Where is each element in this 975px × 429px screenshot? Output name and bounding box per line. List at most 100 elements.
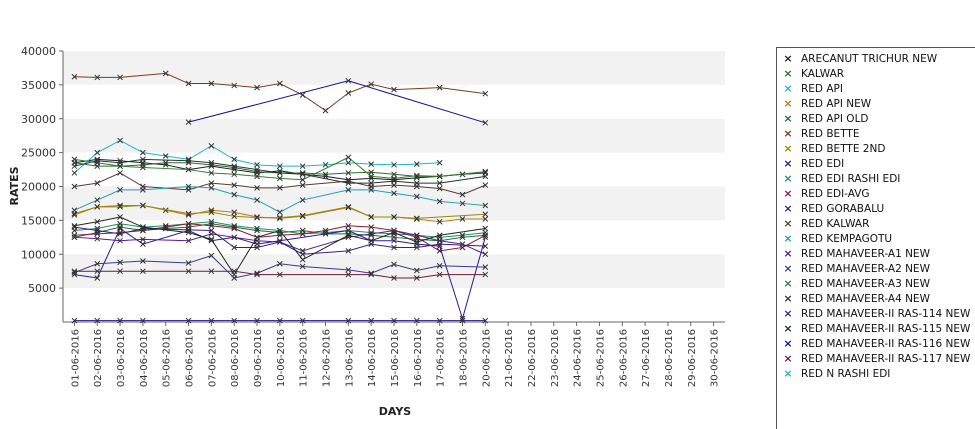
data-point xyxy=(299,212,306,219)
legend-marker-icon: × xyxy=(783,262,793,275)
data-point xyxy=(185,166,192,173)
data-point xyxy=(482,251,489,258)
series-12 xyxy=(71,183,489,216)
x-tick-label: 10-06-2016 xyxy=(276,329,287,387)
legend-item: × RED BETTE 2ND xyxy=(777,143,975,156)
data-point xyxy=(231,213,238,220)
data-point xyxy=(391,275,397,281)
line-chart: 500010000150002000025000300003500040000 … xyxy=(8,45,725,418)
x-tick-label: 25-06-2016 xyxy=(595,329,606,387)
series-line xyxy=(74,226,486,255)
data-point xyxy=(277,227,283,234)
x-tick-label: 13-06-2016 xyxy=(344,329,355,387)
data-point xyxy=(413,193,420,200)
data-point xyxy=(71,183,78,190)
data-point xyxy=(436,232,443,239)
data-point xyxy=(94,227,101,234)
data-point xyxy=(208,218,215,225)
data-point xyxy=(208,236,215,243)
legend-label: KALWAR xyxy=(801,68,845,80)
legend-marker-icon: × xyxy=(783,322,793,335)
data-point xyxy=(413,180,420,186)
x-tick-label: 05-06-2016 xyxy=(162,329,173,387)
legend-marker-icon: × xyxy=(783,232,793,245)
x-tick-label: 26-06-2016 xyxy=(618,329,629,387)
data-point xyxy=(185,183,192,190)
data-point xyxy=(94,235,101,242)
data-point xyxy=(482,90,489,97)
data-point xyxy=(436,271,443,278)
data-point xyxy=(436,198,443,205)
legend-item: × RED GORABALU xyxy=(777,202,975,216)
data-point xyxy=(94,275,101,281)
data-point xyxy=(345,227,352,234)
data-point xyxy=(254,244,260,251)
legend-item: × RED MAHAVEER-A1 NEW xyxy=(777,248,975,261)
x-tick-label: 24-06-2016 xyxy=(573,329,584,387)
data-point xyxy=(459,191,466,198)
data-point xyxy=(231,317,238,324)
series-5 xyxy=(71,70,489,114)
legend-item: × RED N RASHI EDI xyxy=(777,368,975,381)
data-point xyxy=(208,170,215,176)
y-tick-label: 10000 xyxy=(21,248,56,261)
data-point xyxy=(391,161,397,168)
data-point xyxy=(254,161,260,168)
data-point xyxy=(208,209,215,216)
legend-marker-icon: × xyxy=(783,82,793,95)
data-point xyxy=(185,119,192,125)
data-point xyxy=(231,156,238,163)
data-point xyxy=(231,244,238,251)
data-point xyxy=(345,170,352,176)
data-point xyxy=(231,182,238,188)
y-tick-label: 35000 xyxy=(21,79,56,92)
data-point xyxy=(345,154,352,161)
legend-marker-icon: × xyxy=(783,202,793,215)
data-point xyxy=(117,231,123,237)
data-point xyxy=(254,185,260,191)
legend-label: RED EDI RASHI EDI xyxy=(801,173,901,185)
x-tick-label: 23-06-2016 xyxy=(550,329,561,387)
data-point xyxy=(482,182,489,188)
data-point xyxy=(391,171,397,178)
grid-band xyxy=(63,84,725,119)
data-point xyxy=(140,236,146,243)
data-point xyxy=(459,200,466,207)
data-point xyxy=(322,227,329,234)
data-point xyxy=(322,161,329,168)
legend-label: RED MAHAVEER-II RAS-116 NEW xyxy=(801,338,971,350)
data-point xyxy=(254,84,260,91)
data-point xyxy=(208,180,215,186)
data-point xyxy=(391,261,397,268)
data-point xyxy=(277,239,283,245)
data-point xyxy=(482,202,489,209)
data-point xyxy=(413,244,420,251)
data-point xyxy=(117,268,123,275)
data-point xyxy=(140,187,146,193)
data-point xyxy=(482,232,489,239)
data-point xyxy=(436,84,443,91)
grid-band xyxy=(63,186,725,221)
data-point xyxy=(413,275,420,281)
x-tick-label: 17-06-2016 xyxy=(436,329,447,387)
data-point xyxy=(299,176,306,183)
data-point xyxy=(117,203,123,210)
data-point xyxy=(277,209,283,216)
data-point xyxy=(459,315,466,322)
legend-item: × RED API xyxy=(777,82,975,96)
data-point xyxy=(368,271,375,278)
data-point xyxy=(117,229,123,236)
data-point xyxy=(368,161,375,167)
legend-item: × RED EDI-AVG xyxy=(777,188,975,201)
legend-label: RED EDI xyxy=(801,158,845,170)
legend-label: ARECANUT TRICHUR NEW xyxy=(801,53,938,65)
legend-item: × RED API NEW xyxy=(777,98,975,111)
data-point xyxy=(94,203,101,210)
data-point xyxy=(231,171,238,178)
data-point xyxy=(208,185,215,191)
x-tick-label: 04-06-2016 xyxy=(139,329,150,387)
data-point xyxy=(482,234,489,241)
data-point xyxy=(391,182,397,188)
data-point xyxy=(254,234,260,241)
series-line xyxy=(74,227,486,321)
